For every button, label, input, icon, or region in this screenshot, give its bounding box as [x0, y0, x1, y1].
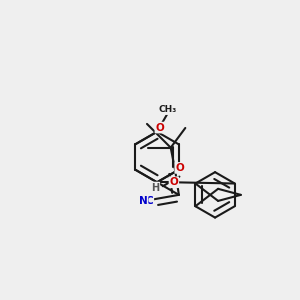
Text: N: N	[139, 196, 148, 206]
Text: O: O	[175, 163, 184, 173]
Text: O: O	[169, 177, 178, 187]
Text: H: H	[151, 182, 159, 193]
Text: CH₃: CH₃	[159, 105, 177, 114]
Text: C: C	[146, 196, 153, 206]
Text: O: O	[155, 123, 164, 133]
